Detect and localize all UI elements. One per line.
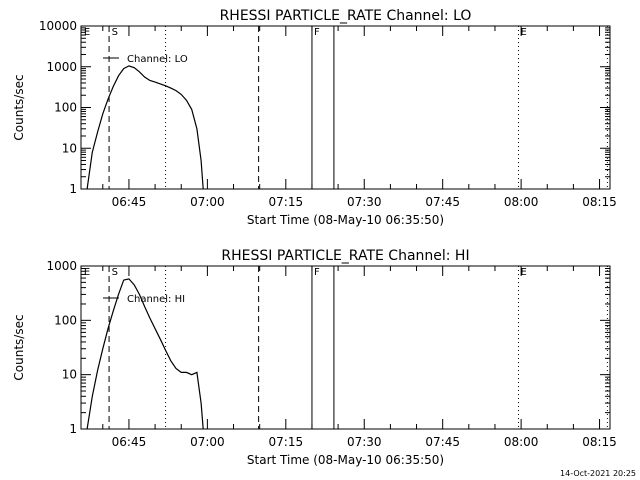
panel1-x-tick-label: 08:15 [582,195,617,209]
panel1-x-tick-label: 07:45 [425,195,460,209]
panel1-x-tick-label: 07:30 [347,195,382,209]
panel1-y-tick-label: 10000 [39,19,77,33]
panel2-x-axis-label: Start Time (08-May-10 06:35:50) [247,453,444,467]
panel1-y-tick-label: 10 [62,141,77,155]
panel1-x-tick-label: 07:15 [269,195,304,209]
panel2-event-marker-label: E [84,267,90,278]
panel1-plot-frame [80,25,611,190]
panel1-event-marker-label: F [314,27,320,38]
panel2-event-marker-label: E [521,267,527,278]
panel2-x-tick-label: 07:15 [269,435,304,449]
panel2-y-tick-label: 10 [62,368,77,382]
panel1-rate-series-line [86,65,204,190]
panel2-rate-series-line [86,278,204,430]
panel2-event-marker-label: F [314,267,320,278]
panel2-x-tick-label: 07:30 [347,435,382,449]
panel1-event-marker-label: E [84,27,90,38]
panel2-plot-frame [80,265,611,430]
panel1-y-tick-label: 1000 [46,60,77,74]
panel1-x-tick-label: 08:00 [504,195,539,209]
panel1-y-axis-label: Counts/sec [12,74,26,140]
panel2-y-tick-label: 1 [69,422,77,436]
panel2-x-tick-label: 08:15 [582,435,617,449]
panel2-y-axis-label: Counts/sec [12,314,26,380]
panel2-chart-title: RHESSI PARTICLE_RATE Channel: HI [221,248,469,264]
panel2-y-tick-label: 100 [54,313,77,327]
panel1-x-tick-label: 06:45 [112,195,147,209]
panel2-x-tick-label: 06:45 [112,435,147,449]
panel1-y-tick-label: 100 [54,101,77,115]
panel1-x-axis-label: Start Time (08-May-10 06:35:50) [247,213,444,227]
panel1-legend-label: Channel: LO [127,54,188,65]
generated-timestamp: 14-Oct-2021 20:25 [560,469,636,478]
panel1-chart-title: RHESSI PARTICLE_RATE Channel: LO [220,8,472,24]
panel1-y-tick-label: 1 [69,182,77,196]
panel2-event-marker-label: S [112,267,118,278]
panel2-x-tick-label: 08:00 [504,435,539,449]
panel2-y-tick-label: 1000 [46,259,77,273]
panel1-event-marker-label: E [521,27,527,38]
panel2-x-tick-label: 07:45 [425,435,460,449]
panel2-x-tick-label: 07:00 [190,435,225,449]
panel1-event-marker-label: S [112,27,118,38]
panel1-x-tick-label: 07:00 [190,195,225,209]
panel2-legend-label: Channel: HI [127,294,185,305]
